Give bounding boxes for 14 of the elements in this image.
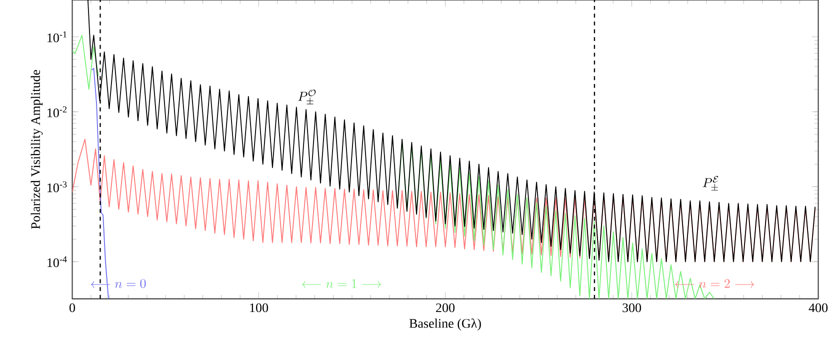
annotation: $P^{\mathcal{O}}_{\pm}$	[298, 90, 316, 104]
y-tick-label: 10$^{-2}$	[48, 106, 67, 118]
x-axis-title: Baseline (Gλ)	[409, 318, 481, 331]
x-tick-label: 200	[436, 304, 455, 312]
x-tick-label: 100	[250, 304, 268, 312]
y-tick-label: 10$^{-1}$	[48, 32, 66, 42]
x-tick-label: 300	[622, 304, 642, 312]
y-tick-label: 10$^{-3}$	[48, 181, 67, 192]
annotation: $\longleftarrow n=1 \longrightarrow$	[302, 279, 382, 288]
x-tick-label: 400	[808, 304, 828, 312]
x-tick-label: 0	[70, 304, 76, 312]
y-axis-title: Polarized Visibility Amplitude	[30, 70, 43, 230]
y-tick-label: 10$^{-4}$	[48, 256, 67, 268]
annotation: $P^{\mathcal{E}}_{\pm}$	[702, 176, 718, 191]
